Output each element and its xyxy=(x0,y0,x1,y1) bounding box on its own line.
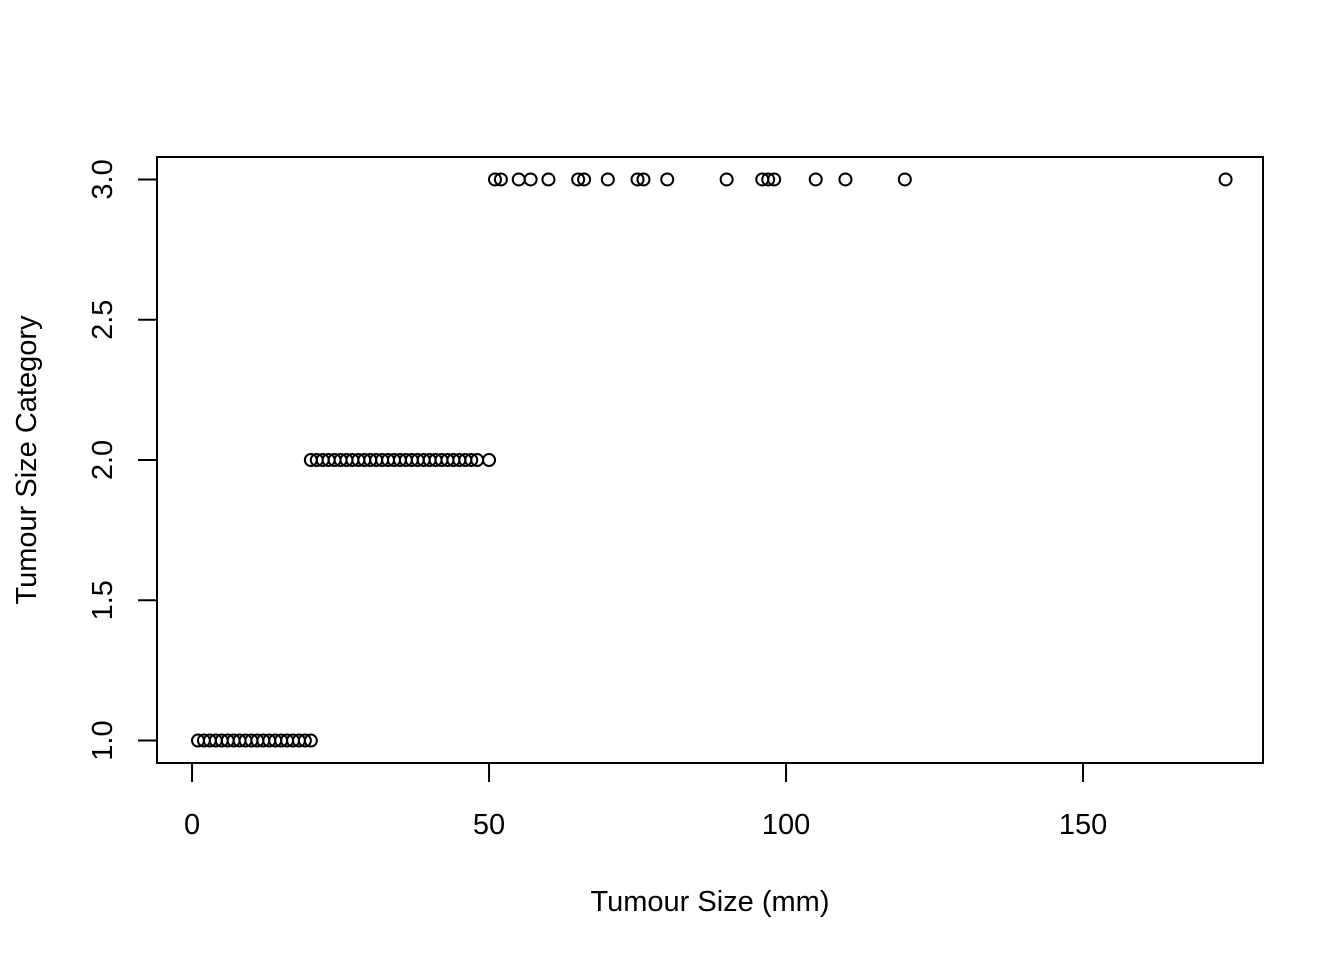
y-tick-label: 1.0 xyxy=(87,720,119,760)
data-points xyxy=(190,172,1233,748)
data-point xyxy=(303,733,318,748)
data-point xyxy=(660,172,675,187)
data-point xyxy=(808,172,823,187)
data-point xyxy=(761,172,776,187)
data-point xyxy=(297,733,312,748)
data-point xyxy=(541,172,556,187)
data-point xyxy=(897,172,912,187)
data-point xyxy=(838,172,853,187)
x-axis: 0 50 100 150 xyxy=(184,762,1107,841)
data-point xyxy=(636,172,651,187)
data-point xyxy=(482,453,497,467)
y-axis: 1.0 1.5 2.0 2.5 3.0 xyxy=(87,159,158,761)
data-point xyxy=(577,172,592,187)
data-point xyxy=(523,172,538,187)
data-point xyxy=(767,172,782,187)
data-point xyxy=(600,172,615,187)
y-tick-label: 3.0 xyxy=(87,159,119,199)
data-point xyxy=(464,453,479,467)
data-point xyxy=(630,172,645,187)
x-tick-label: 100 xyxy=(762,809,810,841)
data-point xyxy=(493,172,508,187)
y-tick-label: 1.5 xyxy=(87,580,119,620)
data-point xyxy=(487,172,502,187)
y-tick-label: 2.0 xyxy=(87,440,119,480)
data-point xyxy=(1218,172,1233,187)
data-point xyxy=(571,172,586,187)
y-axis-title: Tumour Size Category xyxy=(11,315,43,605)
y-tick-label: 2.5 xyxy=(87,300,119,340)
x-tick-label: 50 xyxy=(473,809,505,841)
x-axis-title: Tumour Size (mm) xyxy=(591,886,830,918)
data-point xyxy=(511,172,526,187)
x-tick-label: 150 xyxy=(1059,809,1107,841)
data-point xyxy=(719,172,734,187)
x-tick-label: 0 xyxy=(184,809,200,841)
